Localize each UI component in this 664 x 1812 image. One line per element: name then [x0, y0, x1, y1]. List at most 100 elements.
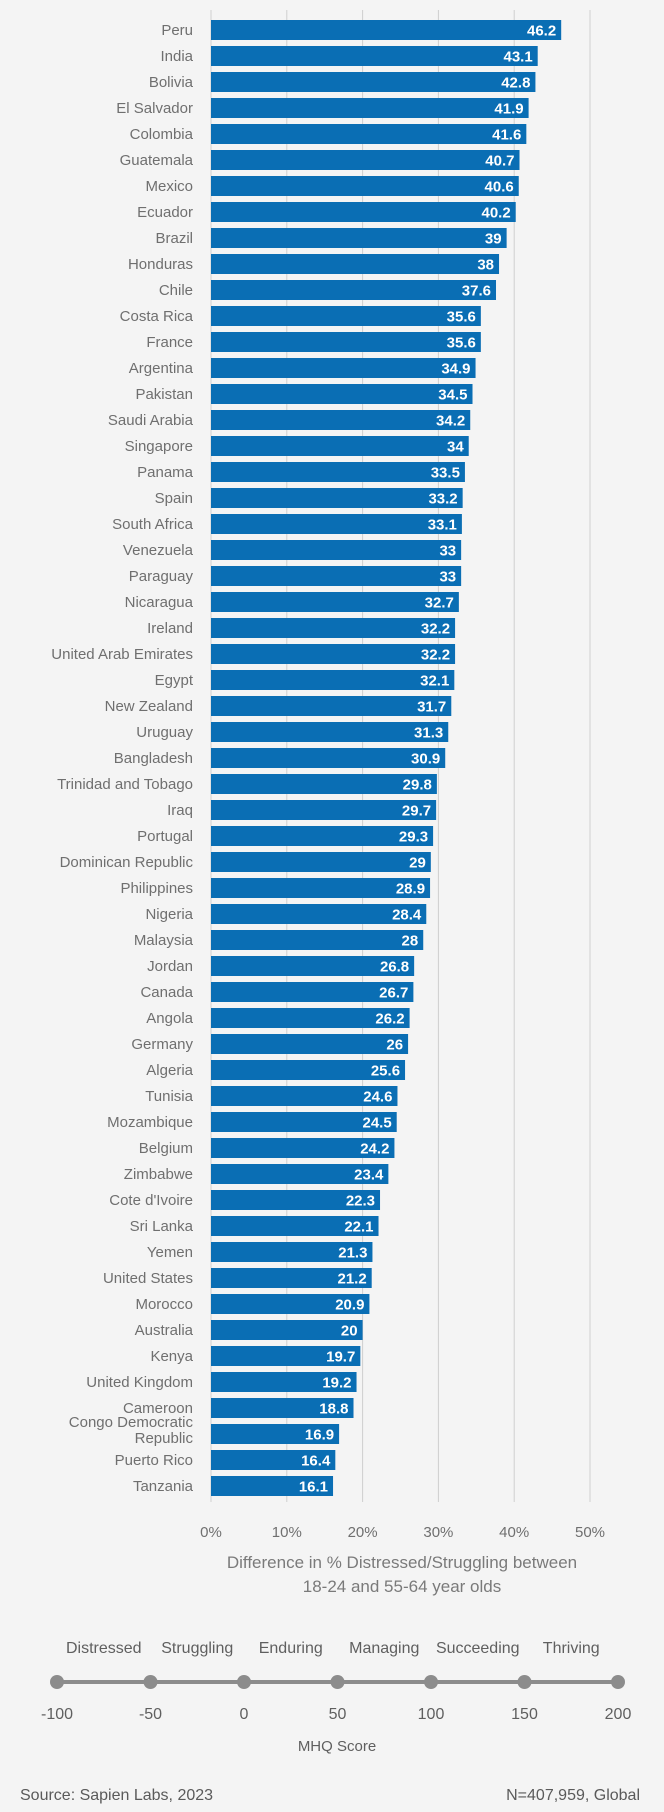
value-label: 26.8: [380, 959, 409, 976]
category-label: Colombia: [130, 126, 194, 143]
value-label: 41.9: [494, 101, 523, 118]
value-label: 22.3: [346, 1193, 375, 1210]
mhq-scale-tick-label: 50: [329, 1706, 347, 1723]
category-label: Cote d'Ivoire: [109, 1192, 193, 1209]
mhq-scale-tick-label: 0: [240, 1706, 249, 1723]
bar: [211, 722, 449, 742]
value-label: 16.9: [305, 1427, 334, 1444]
value-label: 26.7: [379, 985, 408, 1002]
category-label: Argentina: [129, 360, 194, 377]
bars: [211, 20, 562, 1496]
category-label: Trinidad and Tobago: [57, 776, 193, 793]
category-label: Belgium: [139, 1140, 193, 1157]
category-label: Dominican Republic: [60, 854, 194, 871]
mhq-category-label: Managing: [349, 1640, 419, 1657]
value-label: 34: [447, 439, 464, 456]
mhq-scale: -100 -50 0 50 100 150 200 Distressed Struggling E…: [41, 1640, 631, 1723]
mhq-scale-tick-label: 200: [605, 1706, 632, 1723]
mhq-scale-dot: [237, 1675, 251, 1689]
category-label: Portugal: [137, 828, 193, 845]
value-label: 35.6: [447, 335, 476, 352]
value-label: 46.2: [527, 23, 556, 40]
value-label: 41.6: [492, 127, 521, 144]
category-label: Tanzania: [133, 1478, 194, 1495]
category-label: Spain: [155, 490, 193, 507]
bar: [211, 46, 538, 66]
value-label: 23.4: [354, 1167, 384, 1184]
category-label: Yemen: [147, 1244, 193, 1261]
bar: [211, 1242, 373, 1262]
category-label: Ecuador: [137, 204, 193, 221]
x-axis-title-line2: 18-24 and 55-64 year olds: [303, 1577, 501, 1596]
bar: [211, 98, 529, 118]
value-label: 22.1: [344, 1219, 373, 1236]
category-label: Morocco: [135, 1296, 193, 1313]
bar: [211, 1320, 363, 1340]
bar: [211, 150, 520, 170]
value-label: 20.9: [335, 1297, 364, 1314]
mhq-scale-dot: [330, 1675, 345, 1689]
value-label: 34.2: [436, 413, 465, 430]
value-label: 29: [409, 855, 426, 872]
category-label: Iraq: [167, 802, 193, 819]
value-label: 24.5: [363, 1115, 392, 1132]
source-note: Source: Sapien Labs, 2023: [20, 1787, 213, 1804]
category-label: Sri Lanka: [130, 1218, 194, 1235]
bar: [211, 852, 431, 872]
value-label: 40.7: [485, 153, 514, 170]
mhq-scale-tick-label: 150: [511, 1706, 538, 1723]
category-label: Panama: [137, 464, 194, 481]
bar: [211, 124, 527, 144]
category-label: Egypt: [155, 672, 194, 689]
bar: [211, 20, 562, 40]
value-label: 24.2: [360, 1141, 389, 1158]
value-label: 34.9: [441, 361, 470, 378]
value-label: 33: [439, 569, 456, 586]
category-label: Malaysia: [134, 932, 194, 949]
category-label: Algeria: [146, 1062, 193, 1079]
category-label: Chile: [159, 282, 193, 299]
x-tick-label: 30%: [423, 1524, 453, 1541]
value-label: 21.2: [337, 1271, 366, 1288]
bar: [211, 982, 414, 1002]
category-label: South Africa: [112, 516, 194, 533]
category-label: Paraguay: [129, 568, 194, 585]
bar: [211, 956, 415, 976]
category-label: Republic: [135, 1430, 194, 1447]
category-label: Germany: [131, 1036, 193, 1053]
category-label: India: [160, 48, 193, 65]
value-label: 37.6: [462, 283, 491, 300]
x-tick-label: 40%: [499, 1524, 529, 1541]
bar: [211, 410, 471, 430]
category-label: Costa Rica: [120, 308, 194, 325]
category-label: Philippines: [120, 880, 193, 897]
category-label: Bolivia: [149, 74, 194, 91]
bar: [211, 1190, 381, 1210]
category-label: Venezuela: [123, 542, 194, 559]
category-label: Peru: [161, 22, 193, 39]
value-label: 33.2: [428, 491, 457, 508]
bar: [211, 1138, 395, 1158]
mhq-category-label: Thriving: [543, 1640, 600, 1657]
bar: [211, 1346, 361, 1366]
value-label: 33: [439, 543, 456, 560]
value-label: 18.8: [319, 1401, 348, 1418]
value-label: 29.7: [402, 803, 431, 820]
value-label: 40.2: [482, 205, 511, 222]
category-label: Pakistan: [135, 386, 193, 403]
bar: [211, 462, 465, 482]
bar: [211, 1164, 389, 1184]
category-label: Jordan: [147, 958, 193, 975]
x-axis-title-line1: Difference in % Distressed/Struggling be…: [227, 1553, 577, 1572]
value-label: 24.6: [363, 1089, 392, 1106]
category-label: Bangladesh: [114, 750, 193, 767]
bar: [211, 488, 463, 508]
bar: [211, 566, 462, 586]
mhq-category-label: Struggling: [161, 1640, 233, 1657]
mhq-scale-dot: [143, 1675, 158, 1689]
bar: [211, 228, 507, 248]
x-tick-label: 20%: [348, 1524, 378, 1541]
value-label: 28: [402, 933, 419, 950]
bar: [211, 800, 437, 820]
